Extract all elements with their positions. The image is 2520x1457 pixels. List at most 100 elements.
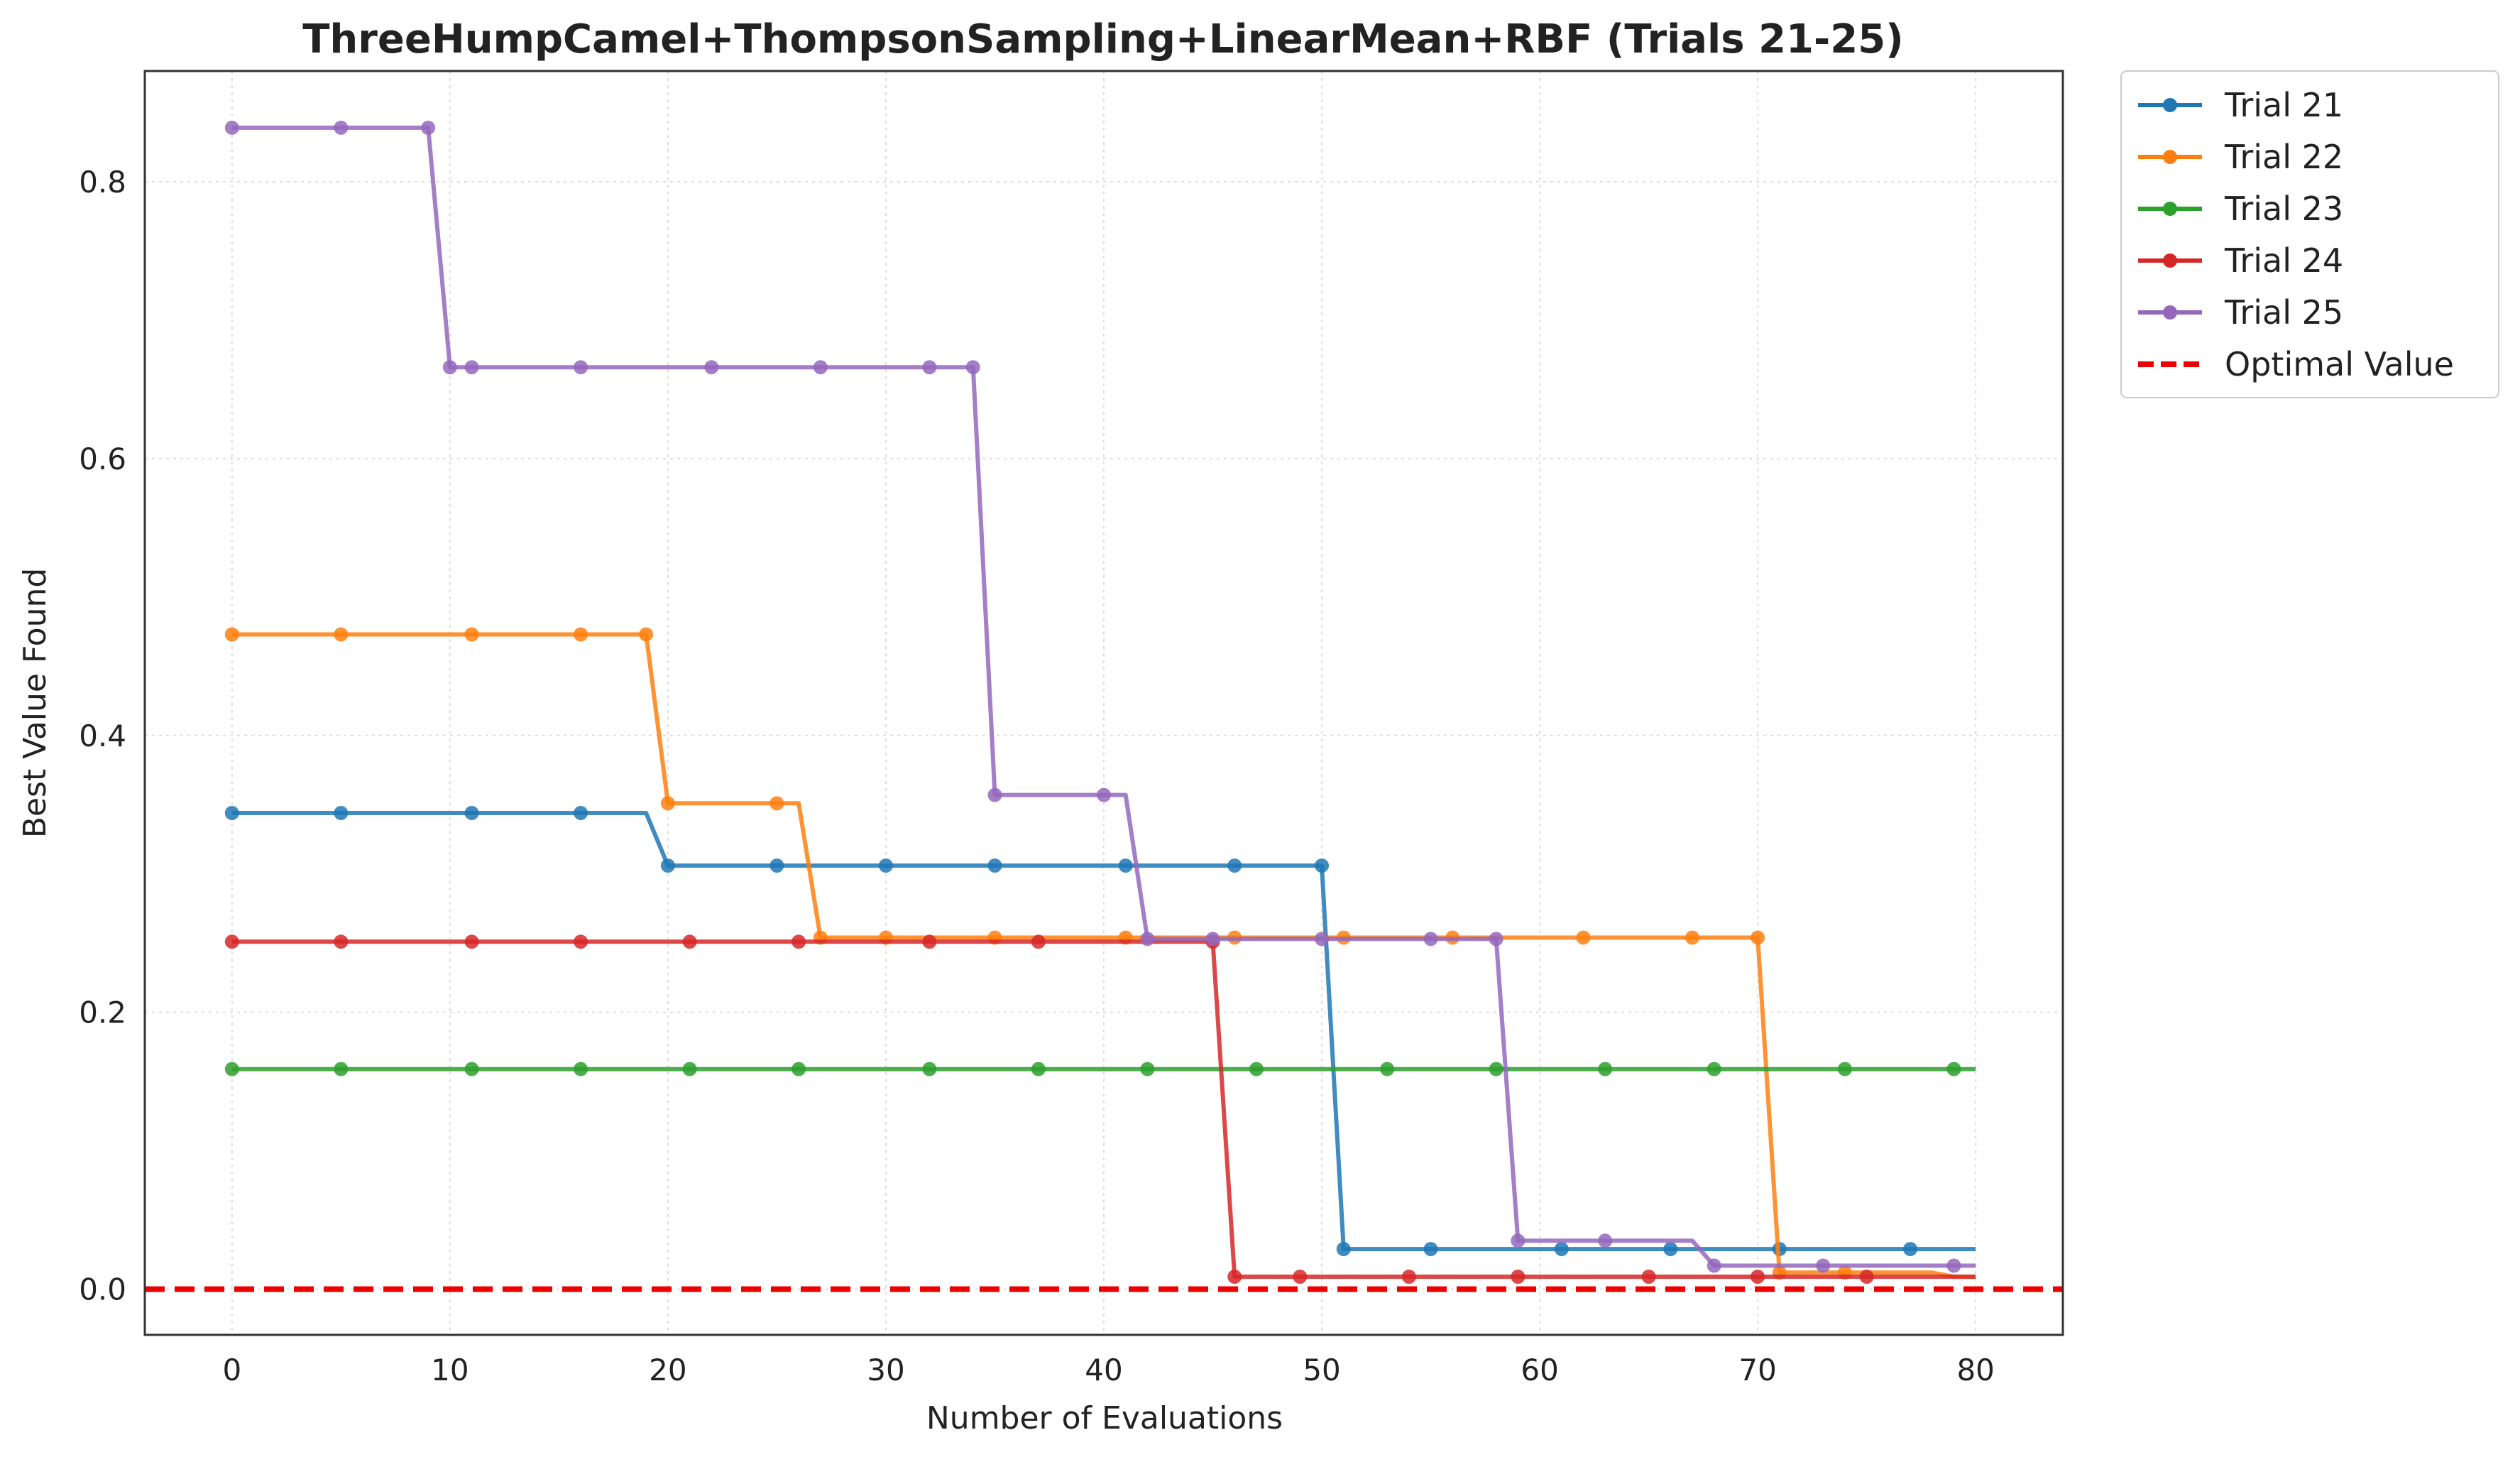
data-point (464, 627, 479, 642)
data-point (334, 120, 349, 135)
series-trial-25 (224, 120, 1976, 1273)
legend: Trial 21 Trial 22 Trial 23 Trial 24 Trial 25… (2120, 70, 2499, 398)
x-axis-label: Number of Evaluations (926, 1400, 1283, 1436)
data-point (574, 1062, 588, 1076)
legend-marker (2163, 202, 2177, 216)
data-point (464, 805, 479, 820)
data-point (769, 796, 784, 811)
data-point (224, 1062, 239, 1076)
data-point (1511, 1270, 1525, 1284)
x-tick-label: 80 (1956, 1353, 1994, 1387)
data-point (224, 934, 239, 949)
x-tick-label: 40 (1085, 1353, 1122, 1387)
data-point (464, 934, 479, 949)
data-point (682, 1062, 697, 1076)
data-point (922, 360, 937, 375)
data-point (1293, 1270, 1308, 1284)
plot-frame (143, 70, 2064, 1336)
data-point (1031, 934, 1046, 949)
data-point (1118, 858, 1133, 873)
data-point (1663, 1242, 1678, 1257)
data-point (1205, 932, 1220, 946)
legend-label: Trial 22 (2224, 138, 2343, 176)
data-point (1946, 1258, 1961, 1273)
data-point (639, 627, 654, 642)
data-point (464, 360, 479, 375)
x-tick-label: 10 (431, 1353, 469, 1387)
data-point (1097, 787, 1111, 802)
data-point (1423, 932, 1438, 946)
x-tick-label: 60 (1521, 1353, 1558, 1387)
data-point (922, 934, 937, 949)
series-trial-23 (224, 1062, 1976, 1076)
data-point (1751, 930, 1765, 945)
data-point (1031, 1062, 1046, 1076)
data-point (334, 805, 349, 820)
data-point (1249, 1062, 1264, 1076)
data-point (442, 360, 457, 375)
data-point (334, 1062, 349, 1076)
data-point (1598, 1233, 1613, 1248)
y-tick-label: 0.0 (79, 1272, 126, 1307)
legend-label: Trial 23 (2224, 190, 2343, 228)
x-axis-ticks: 0 10 20 30 40 50 60 70 80 (222, 1353, 1994, 1387)
data-point (1685, 930, 1700, 945)
data-point (1489, 1062, 1503, 1076)
legend-box (2120, 70, 2499, 398)
y-tick-label: 0.8 (79, 165, 126, 200)
data-point (1336, 1242, 1351, 1257)
data-point (421, 120, 436, 135)
data-point (1489, 932, 1503, 946)
series-line (231, 125, 1976, 1268)
data-point (878, 858, 893, 873)
data-point (987, 858, 1002, 873)
data-point (1227, 858, 1242, 873)
data-point (1837, 1062, 1852, 1076)
data-point (1641, 1270, 1656, 1284)
data-point (1423, 1242, 1438, 1257)
legend-label: Trial 21 (2224, 86, 2343, 124)
data-point (1401, 1270, 1416, 1284)
data-point (1380, 1062, 1395, 1076)
data-point (1315, 932, 1330, 946)
data-point (1903, 1242, 1918, 1257)
x-tick-label: 70 (1738, 1353, 1776, 1387)
legend-item: Trial 21 (2138, 86, 2343, 124)
x-tick-label: 50 (1303, 1353, 1340, 1387)
legend-item: Trial 25 (2138, 293, 2343, 332)
data-point (965, 360, 980, 375)
y-axis-ticks: 0.0 0.2 0.4 0.6 0.8 (79, 165, 126, 1307)
chart-title: ThreeHumpCamel+ThompsonSampling+LinearMe… (302, 16, 1904, 62)
x-tick-label: 0 (222, 1353, 241, 1387)
data-point (769, 858, 784, 873)
data-point (660, 858, 675, 873)
data-point (813, 360, 828, 375)
data-point (704, 360, 719, 375)
data-point (987, 787, 1002, 802)
series-trial-21 (224, 805, 1976, 1257)
data-point (574, 627, 588, 642)
series-line (231, 939, 1976, 1279)
data-point (791, 934, 806, 949)
data-point (574, 934, 588, 949)
legend-item: Trial 23 (2138, 190, 2343, 228)
data-point (1816, 1258, 1831, 1273)
legend-label: Trial 24 (2224, 241, 2343, 280)
x-tick-label: 20 (649, 1353, 686, 1387)
y-tick-label: 0.2 (79, 995, 126, 1030)
data-point (1511, 1233, 1525, 1248)
data-point (922, 1062, 937, 1076)
data-point (224, 805, 239, 820)
legend-label: Trial 25 (2224, 293, 2343, 332)
data-point (1707, 1258, 1721, 1273)
data-point (1707, 1062, 1721, 1076)
data-point (660, 796, 675, 811)
grid (145, 71, 2063, 1335)
legend-marker (2163, 98, 2177, 112)
data-point (224, 120, 239, 135)
data-point (1315, 858, 1330, 873)
data-point (791, 1062, 806, 1076)
data-point (574, 805, 588, 820)
y-axis-label: Best Value Found (17, 568, 53, 839)
data-point (464, 1062, 479, 1076)
